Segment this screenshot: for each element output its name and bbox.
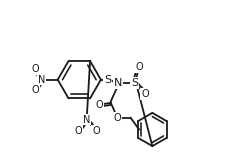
- Text: O: O: [141, 89, 149, 99]
- Text: O: O: [135, 62, 143, 72]
- Text: O: O: [75, 126, 82, 136]
- Text: O: O: [32, 85, 39, 95]
- Text: O: O: [32, 64, 39, 74]
- Text: S: S: [131, 78, 138, 88]
- Text: O: O: [95, 100, 103, 110]
- Text: S: S: [104, 75, 111, 85]
- Text: O: O: [92, 126, 100, 136]
- Text: N: N: [38, 75, 46, 85]
- Text: N: N: [83, 115, 90, 124]
- Text: O: O: [114, 113, 121, 123]
- Text: N: N: [114, 78, 122, 88]
